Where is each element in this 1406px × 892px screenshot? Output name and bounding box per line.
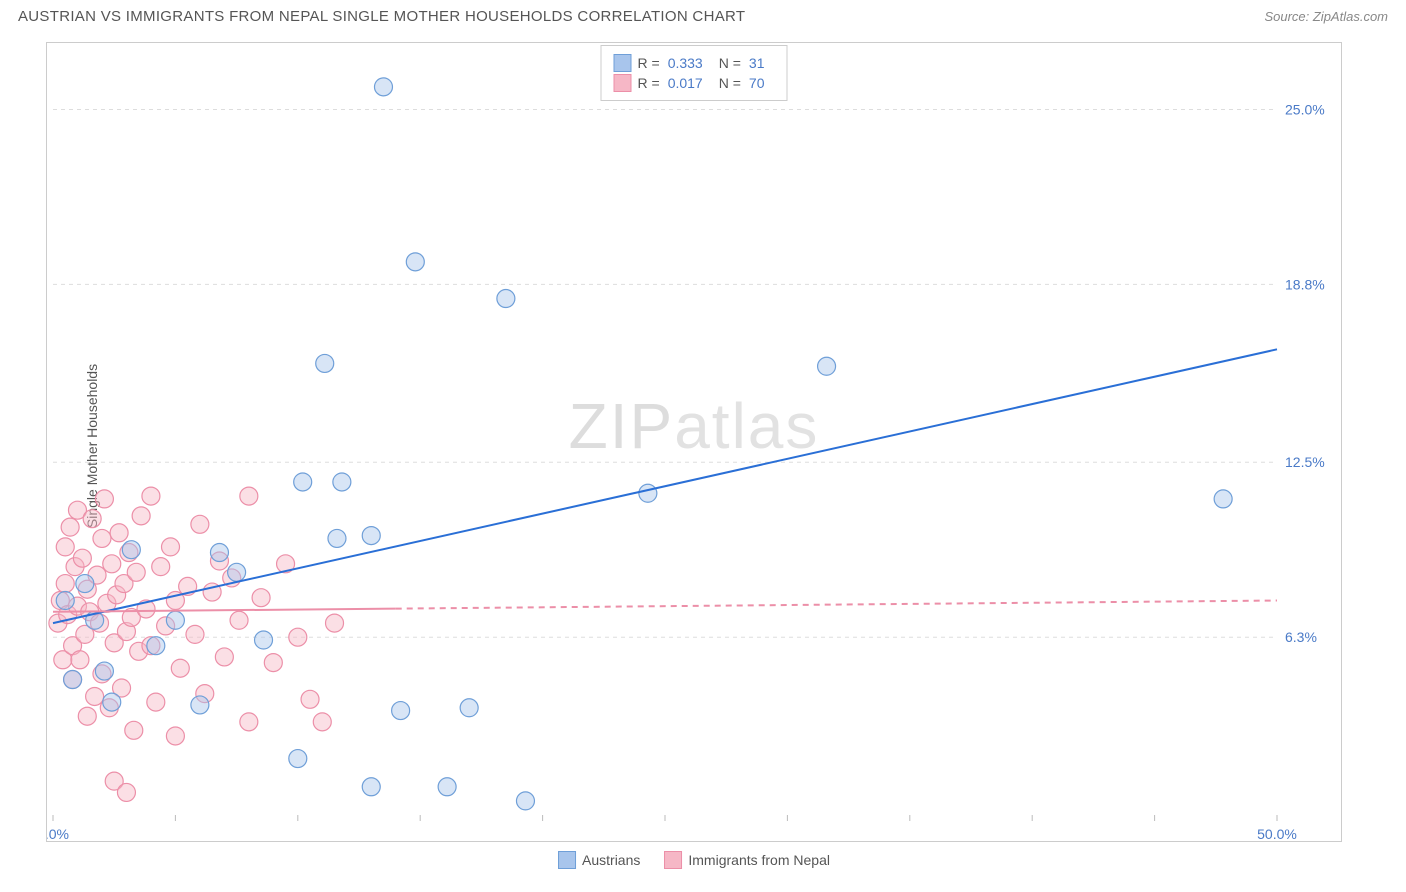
legend-label-austrians: Austrians: [582, 852, 640, 868]
source-attribution: Source: ZipAtlas.com: [1264, 9, 1388, 24]
n-label: N =: [719, 75, 741, 91]
svg-text:6.3%: 6.3%: [1285, 629, 1317, 645]
correlation-legend: R = 0.333 N = 31 R = 0.017 N = 70: [601, 45, 788, 101]
legend-swatch-austrians: [614, 54, 632, 72]
svg-text:50.0%: 50.0%: [1257, 826, 1297, 842]
svg-text:12.5%: 12.5%: [1285, 454, 1325, 470]
legend-label-nepal: Immigrants from Nepal: [688, 852, 830, 868]
legend-row-austrians: R = 0.333 N = 31: [614, 54, 775, 72]
legend-swatch-nepal: [664, 851, 682, 869]
svg-text:0.0%: 0.0%: [47, 826, 69, 842]
r-label: R =: [638, 75, 660, 91]
chart-plot-area: ZIPatlas 6.3%12.5%18.8%25.0%0.0%50.0% R …: [46, 42, 1342, 842]
r-value-austrians: 0.333: [668, 55, 703, 71]
legend-row-nepal: R = 0.017 N = 70: [614, 74, 775, 92]
svg-text:25.0%: 25.0%: [1285, 101, 1325, 117]
legend-item-nepal: Immigrants from Nepal: [664, 851, 830, 869]
r-value-nepal: 0.017: [668, 75, 703, 91]
n-value-nepal: 70: [749, 75, 765, 91]
legend-swatch-austrians: [558, 851, 576, 869]
svg-text:18.8%: 18.8%: [1285, 276, 1325, 292]
n-value-austrians: 31: [749, 55, 765, 71]
legend-item-austrians: Austrians: [558, 851, 640, 869]
series-legend: Austrians Immigrants from Nepal: [558, 851, 830, 869]
legend-swatch-nepal: [614, 74, 632, 92]
chart-title: AUSTRIAN VS IMMIGRANTS FROM NEPAL SINGLE…: [18, 8, 745, 25]
n-label: N =: [719, 55, 741, 71]
scatter-chart-svg: 6.3% 12.5% 18.8% 25.0% 0.0% 50.0%: [47, 43, 1343, 843]
r-label: R =: [638, 55, 660, 71]
